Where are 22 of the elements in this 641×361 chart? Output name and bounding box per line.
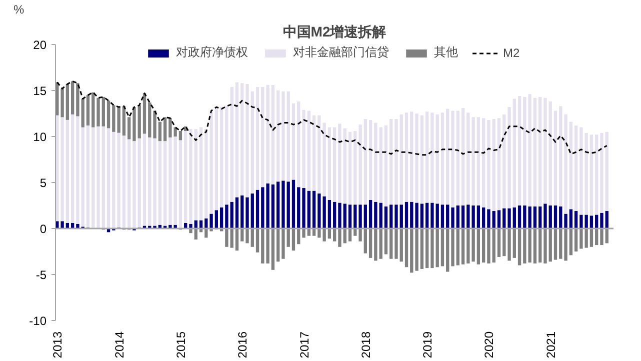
legend-label: 对政府净债权 bbox=[176, 44, 248, 61]
y-tick-label: 10 bbox=[33, 130, 47, 144]
y-tick-label: 15 bbox=[33, 84, 47, 98]
x-tick-label: 2020 bbox=[482, 331, 496, 358]
x-tick-label: 2021 bbox=[544, 331, 558, 358]
x-tick-label: 2018 bbox=[358, 331, 373, 358]
x-tick-label: 2017 bbox=[297, 331, 312, 358]
x-tick-label: 2015 bbox=[174, 331, 188, 358]
y-tick-label: 5 bbox=[40, 176, 47, 190]
y-tick-label: 0 bbox=[40, 222, 47, 236]
y-tick-label: -5 bbox=[36, 268, 47, 282]
x-tick-label: 2014 bbox=[112, 331, 126, 358]
x-tick-label: 2016 bbox=[236, 331, 250, 358]
legend-label: 对非金融部门信贷 bbox=[293, 44, 389, 61]
legend-label: M2 bbox=[503, 46, 521, 60]
y-tick-label: -10 bbox=[29, 314, 47, 328]
x-tick-label: 2013 bbox=[50, 331, 65, 358]
y-axis-title: % bbox=[14, 2, 24, 16]
x-tick-label: 2019 bbox=[420, 331, 435, 358]
legend-label: 其他 bbox=[434, 44, 458, 61]
chart-title: 中国M2增速拆解 bbox=[282, 24, 386, 40]
y-tick-label: 20 bbox=[33, 38, 47, 52]
